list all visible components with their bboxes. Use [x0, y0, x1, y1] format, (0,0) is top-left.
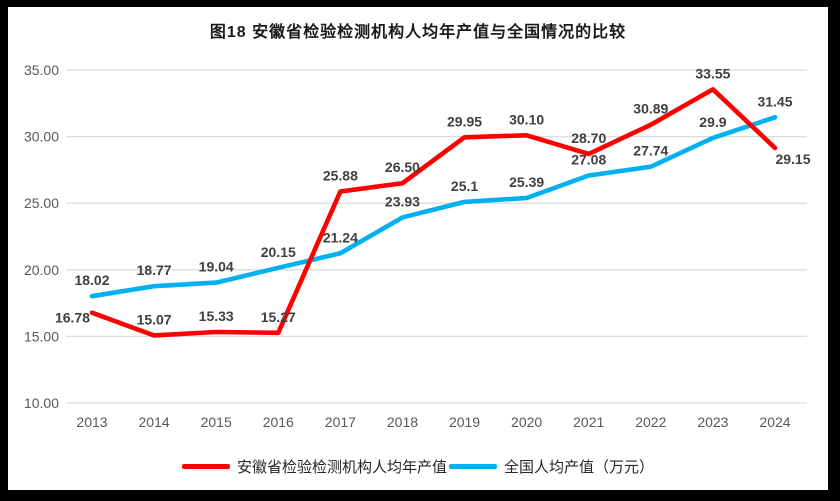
y-axis-tick-label: 10.00	[24, 395, 59, 411]
x-axis-tick-label: 2023	[697, 414, 728, 430]
legend-item-anhui: 安徽省检验检测机构人均年产值	[181, 456, 447, 477]
data-label-national: 20.15	[261, 244, 296, 260]
data-label-national: 27.74	[633, 143, 668, 159]
line-chart: 10.00 15.00 20.00 25.00 30.00 35.00 2013 2014 20…	[24, 62, 811, 430]
data-label-national: 18.02	[74, 272, 109, 288]
data-label-anhui: 29.95	[447, 113, 482, 129]
legend-item-national: 全国人均产值（万元）	[449, 456, 654, 477]
data-label-anhui: 25.88	[323, 167, 358, 183]
anhui-line-swatch	[181, 464, 230, 469]
x-axis-tick-label: 2018	[387, 414, 418, 430]
data-label-anhui: 30.89	[633, 101, 668, 117]
data-label-national: 18.77	[137, 262, 172, 278]
data-label-anhui: 33.55	[695, 65, 730, 81]
x-axis-tick-label: 2013	[76, 414, 107, 430]
x-axis-tick-label: 2019	[449, 414, 480, 430]
data-label-national: 29.9	[699, 114, 726, 130]
data-label-national: 31.45	[757, 93, 792, 109]
legend-label-national: 全国人均产值（万元）	[504, 459, 655, 476]
y-axis-tick-label: 30.00	[24, 129, 59, 145]
data-label-anhui: 15.07	[137, 311, 172, 327]
x-axis-tick-label: 2020	[511, 414, 542, 430]
x-axis-tick-label: 2017	[325, 414, 356, 430]
y-axis-tick-label: 35.00	[24, 62, 59, 78]
data-label-anhui: 15.27	[261, 309, 296, 325]
data-label-anhui: 15.33	[199, 308, 234, 324]
data-label-national: 25.1	[451, 178, 478, 194]
x-axis-tick-label: 2024	[759, 414, 790, 430]
x-axis-tick-label: 2014	[139, 414, 170, 430]
chart-legend: 安徽省检验检测机构人均年产值 全国人均产值（万元）	[8, 456, 828, 477]
y-axis-tick-label: 20.00	[24, 262, 59, 278]
data-label-national: 25.39	[509, 174, 544, 190]
data-label-anhui: 26.50	[385, 159, 420, 175]
x-axis-tick-label: 2015	[201, 414, 232, 430]
y-axis-tick-label: 15.00	[24, 328, 59, 344]
series-line-anhui	[89, 87, 778, 338]
x-axis-tick-label: 2016	[263, 414, 294, 430]
national-line-swatch	[449, 464, 497, 469]
data-label-anhui: 16.78	[55, 310, 90, 326]
data-label-anhui: 28.70	[571, 130, 606, 146]
data-label-national: 27.08	[571, 151, 606, 167]
x-axis-tick-label: 2021	[573, 414, 604, 430]
data-label-anhui: 30.10	[509, 111, 544, 127]
data-label-national: 21.24	[323, 229, 358, 245]
data-label-national: 23.93	[385, 193, 420, 209]
x-axis-tick-label: 2022	[635, 414, 666, 430]
data-label-anhui: 29.15	[775, 151, 810, 167]
chart-title: 图18 安徽省检验检测机构人均年产值与全国情况的比较	[209, 24, 627, 41]
series-line-national	[89, 114, 778, 299]
chart-area: 图18 安徽省检验检测机构人均年产值与全国情况的比较 10.00 15.00 20.…	[8, 7, 828, 490]
y-axis-tick-label: 25.00	[24, 195, 59, 211]
data-label-national: 19.04	[199, 259, 234, 275]
legend-label-anhui: 安徽省检验检测机构人均年产值	[236, 459, 447, 476]
